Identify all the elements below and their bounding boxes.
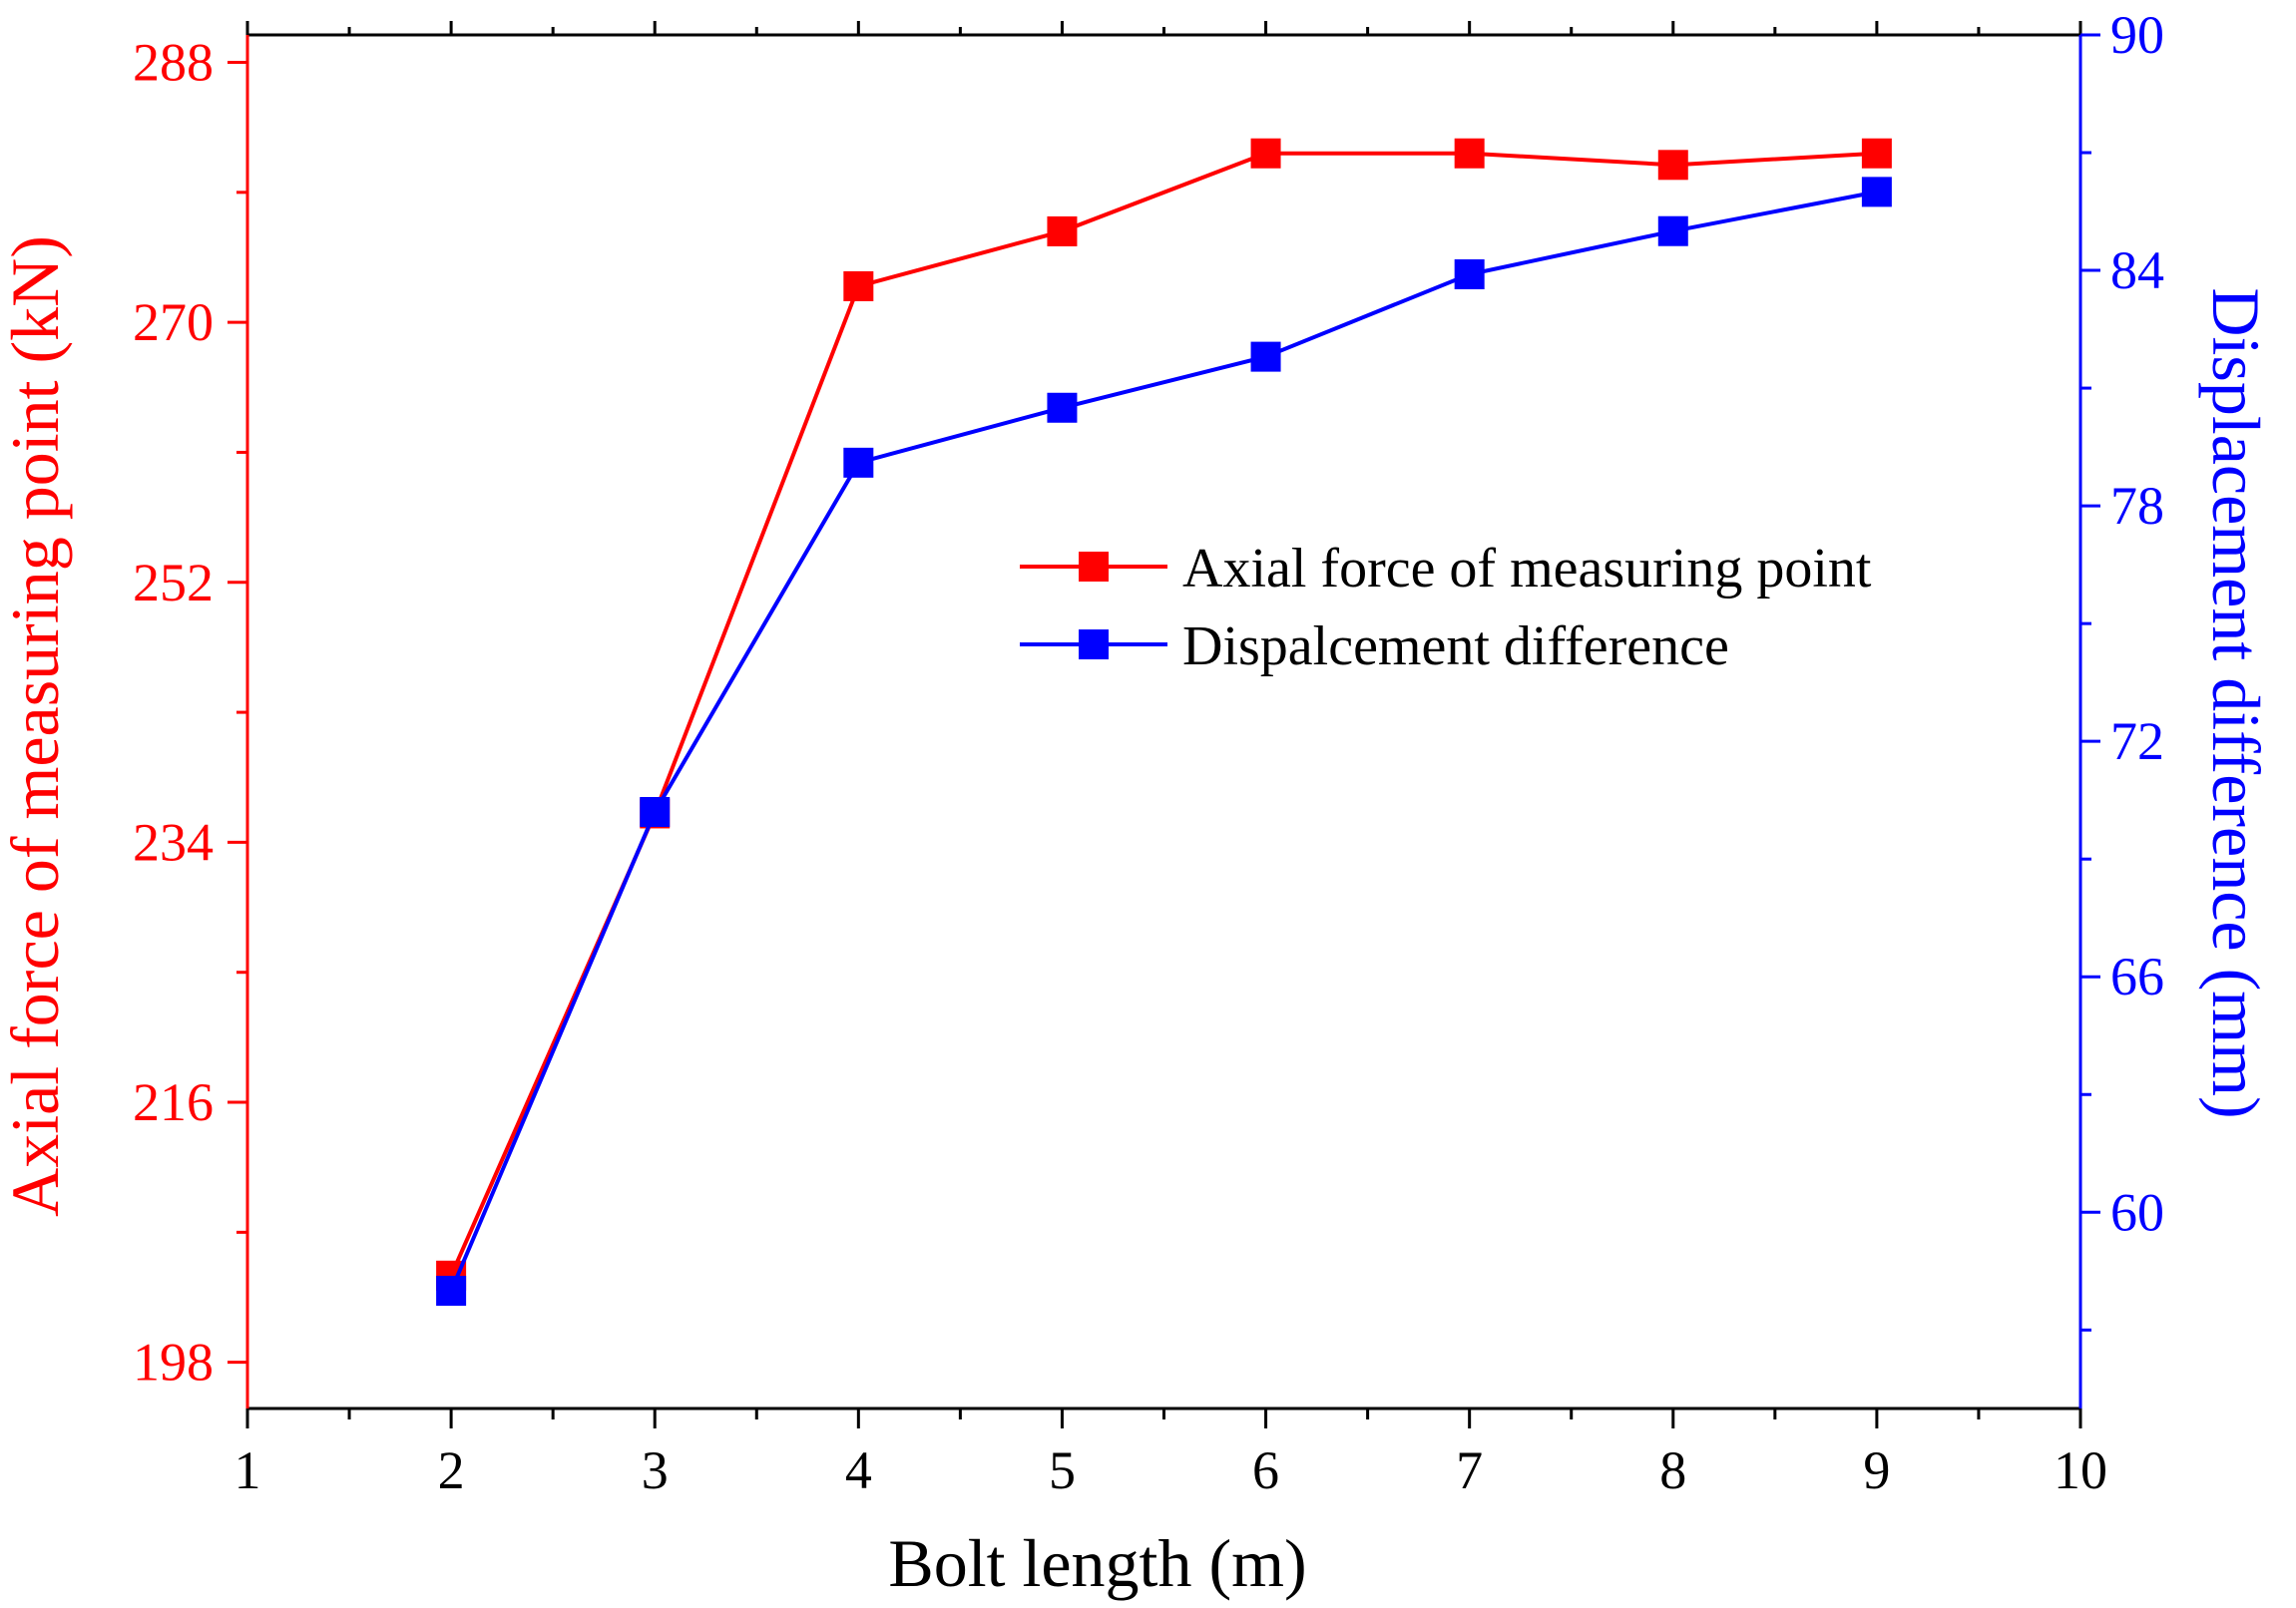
right-y-tick-label: 90 — [2110, 5, 2164, 65]
displacement-point — [1047, 392, 1078, 423]
axial-force-point — [1047, 215, 1078, 246]
right-y-tick-label: 78 — [2110, 476, 2164, 536]
displacement-point — [640, 796, 671, 827]
axial-force-series-line — [449, 151, 1878, 1277]
axial-force-point — [1250, 138, 1281, 169]
x-tick-label: 2 — [438, 1440, 465, 1500]
left-y-tick-label: 216 — [133, 1072, 214, 1132]
x-axis-label: Bolt length (m) — [888, 1525, 1306, 1601]
x-tick-label: 9 — [1863, 1440, 1890, 1500]
right-y-tick-label: 66 — [2110, 947, 2164, 1006]
legend-label-2: Dispalcement difference — [1182, 615, 1729, 677]
right-y-tick-label: 60 — [2110, 1182, 2164, 1242]
displacement-point — [1657, 215, 1688, 246]
displacement-point — [1861, 177, 1892, 207]
left-y-tick-label: 198 — [133, 1333, 214, 1393]
legend-marker-1 — [1079, 552, 1109, 582]
left-y-tick-label: 252 — [133, 553, 214, 612]
right-y-tick-label: 84 — [2110, 240, 2164, 300]
right-y-axis-label: Displacement difference (mm) — [2198, 287, 2274, 1118]
x-tick-label: 8 — [1659, 1440, 1686, 1500]
displacement-point — [436, 1275, 467, 1306]
x-tick-label: 6 — [1252, 1440, 1279, 1500]
axial-force-point — [1454, 138, 1485, 169]
displacement-point — [1250, 341, 1281, 372]
left-y-tick-label: 234 — [133, 812, 214, 872]
x-tick-label: 5 — [1049, 1440, 1076, 1500]
left-y-tick-label: 288 — [133, 33, 214, 93]
legend-label-1: Axial force of measuring point — [1182, 538, 1872, 600]
displacement-series-line — [449, 190, 1878, 1292]
legend: Axial force of measuring point Dispalceme… — [1020, 538, 1872, 677]
plot-layer — [436, 138, 1892, 1306]
left-y-axis-label: Axial force of measuring point (kN) — [0, 235, 73, 1217]
x-tick-label: 7 — [1456, 1440, 1483, 1500]
right-y-tick-label: 72 — [2110, 711, 2164, 771]
axial-force-point — [1657, 150, 1688, 181]
legend-marker-2 — [1079, 629, 1109, 659]
x-tick-label: 4 — [845, 1440, 872, 1500]
x-tick-label: 3 — [642, 1440, 669, 1500]
displacement-point — [843, 447, 874, 478]
left-y-tick-label: 270 — [133, 292, 214, 352]
axes-layer: 1 2 3 4 5 6 7 8 9 1019821623425227028860667278849… — [133, 5, 2164, 1500]
x-tick-label: 1 — [234, 1440, 261, 1500]
x-tick-label: 10 — [2054, 1440, 2107, 1500]
axial-force-point — [843, 270, 874, 301]
displacement-point — [1454, 258, 1485, 289]
axial-force-point — [1861, 138, 1892, 169]
